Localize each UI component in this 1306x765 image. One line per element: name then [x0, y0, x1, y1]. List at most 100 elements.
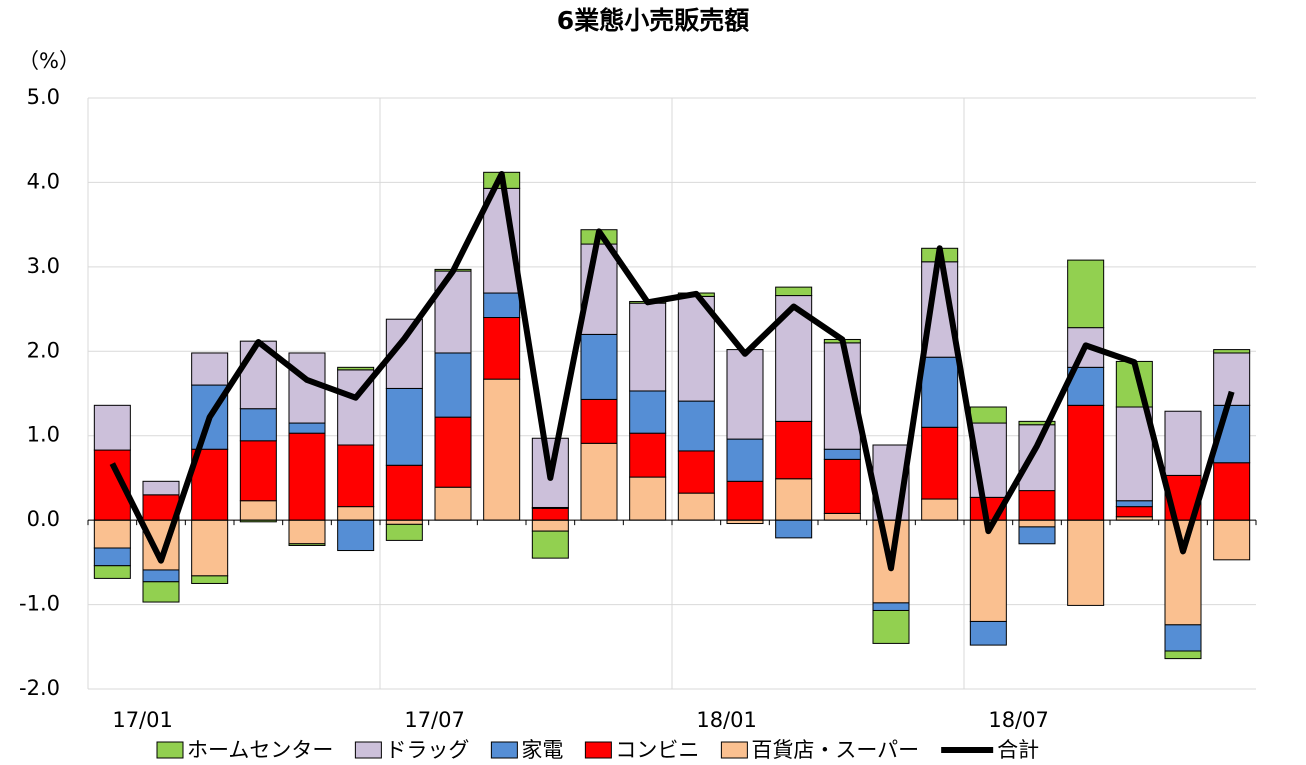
bar-segment [483, 292, 521, 319]
bar-segment [775, 286, 813, 297]
x-tick-label: 17/01 [112, 708, 173, 732]
bar-segment [531, 507, 569, 521]
bar-segment [629, 302, 667, 392]
bar-segment [1115, 406, 1153, 502]
bar-segment [1164, 650, 1202, 660]
bar-segment [93, 519, 131, 549]
bar-segment [531, 530, 569, 559]
bar-segment [1115, 506, 1153, 518]
bar-segment [921, 356, 959, 428]
bar-segment [1115, 500, 1153, 508]
x-tick-label: 18/01 [696, 708, 757, 732]
legend-swatch [584, 741, 612, 759]
bar-segment [385, 519, 423, 525]
bar-segment [921, 498, 959, 521]
bar-segment [969, 620, 1007, 646]
bar-segment [872, 609, 910, 644]
bar-segment [385, 387, 423, 466]
bar-segment [434, 352, 472, 418]
legend-swatch [354, 741, 382, 759]
bar-segment [93, 547, 131, 567]
legend-label: ドラッグ [385, 738, 469, 762]
bar-segment [775, 519, 813, 539]
bar-segment [531, 519, 569, 532]
bar-segment [1213, 519, 1251, 561]
bar-segment [629, 432, 667, 478]
bar-segment [1213, 349, 1251, 354]
bar-segment [288, 519, 326, 545]
chart-title: 6業態小売販売額 [557, 6, 749, 35]
bar-segment [142, 480, 180, 496]
bar-segment [775, 420, 813, 480]
legend-swatch [490, 741, 518, 759]
bar-segment [434, 270, 472, 354]
bar-segment [1067, 259, 1105, 329]
bar-segment [1067, 404, 1105, 521]
bar-segment [385, 464, 423, 521]
bar-segment [1018, 424, 1056, 492]
bar-segment [969, 406, 1007, 424]
bar-segment [191, 519, 229, 577]
bar-segment [580, 333, 618, 400]
bar-segment [1018, 490, 1056, 521]
bar-segment [434, 486, 472, 521]
bar-segment [629, 390, 667, 434]
bar-segment [677, 492, 715, 521]
bar-segment [337, 506, 375, 521]
bar-segment [239, 408, 277, 442]
legend-swatch [156, 741, 184, 759]
y-tick-label: 2.0 [27, 338, 60, 362]
bar-segment [385, 523, 423, 541]
bar-segment [191, 575, 229, 584]
bar-segment [823, 458, 861, 514]
bar-segment [239, 500, 277, 521]
bar-segment [483, 378, 521, 521]
bar-segment [969, 519, 1007, 622]
bar-segment [434, 416, 472, 488]
legend-label: ホームセンター [187, 738, 333, 762]
y-axis-label: （%） [18, 49, 80, 73]
bar-segment [629, 476, 667, 521]
bar-segment [677, 295, 715, 402]
y-tick-label: 3.0 [27, 254, 60, 278]
bar-segment [580, 442, 618, 521]
legend-label: コンビニ [615, 738, 699, 762]
x-tick-label: 18/07 [988, 708, 1049, 732]
bar-segment [726, 480, 764, 521]
total-line [109, 170, 1235, 572]
bar-segment [1018, 526, 1056, 545]
x-tick-label: 17/07 [404, 708, 465, 732]
bar-segment [775, 478, 813, 521]
bar-segment [1213, 404, 1251, 464]
y-tick-label: -2.0 [19, 676, 60, 700]
legend-label: 合計 [997, 738, 1039, 762]
bar-segment [337, 366, 375, 371]
bar-segment [288, 432, 326, 521]
bar-segment [1018, 519, 1056, 528]
bar-segment [1164, 624, 1202, 652]
bar-segment [823, 448, 861, 460]
y-tick-label: 5.0 [27, 85, 60, 109]
bar-segment [1213, 462, 1251, 521]
bar-segment [872, 602, 910, 611]
y-tick-label: 1.0 [27, 423, 60, 447]
bar-segment [239, 440, 277, 502]
y-tick-label: 4.0 [27, 169, 60, 193]
bar-segment [580, 398, 618, 444]
bar-segment [921, 426, 959, 500]
bar-segment [1018, 420, 1056, 426]
bar-segment [93, 404, 131, 451]
bar-segment [823, 512, 861, 521]
bar-segment [288, 352, 326, 424]
legend-swatch [720, 741, 748, 759]
bar-segment [1115, 516, 1153, 521]
bar-segment [1067, 519, 1105, 606]
bar-segment [142, 569, 180, 583]
bar-segment [1164, 519, 1202, 626]
bar-segment [93, 565, 131, 579]
bar-segment [337, 444, 375, 508]
bar-segment [677, 450, 715, 494]
legend-label: 百貨店・スーパー [751, 738, 919, 762]
bar-segment [288, 543, 326, 546]
